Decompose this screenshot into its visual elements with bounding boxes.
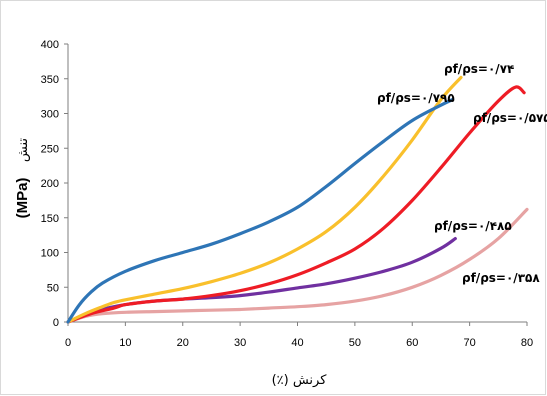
x-tick-label: 20 bbox=[177, 337, 189, 349]
y-tick-label: 100 bbox=[41, 248, 59, 260]
series-line-0 bbox=[66, 98, 454, 324]
x-tick-label: 40 bbox=[291, 337, 303, 349]
y-axis-unit: (MPa) bbox=[14, 178, 31, 219]
series-line-4 bbox=[66, 207, 529, 324]
x-tick-label: 30 bbox=[234, 337, 246, 349]
series-label-4: ρf/ρs=۰/۳۵۸ bbox=[462, 271, 540, 285]
y-tick-label: 50 bbox=[47, 282, 59, 294]
x-tick-label: 50 bbox=[349, 337, 361, 349]
y-axis-word: تنش bbox=[16, 138, 31, 162]
y-axis-title: (MPa) تنش bbox=[14, 138, 31, 219]
series-layer bbox=[66, 75, 529, 324]
x-tick-label: 80 bbox=[521, 337, 533, 349]
x-axis-title: کرنش (٪) bbox=[272, 373, 328, 388]
x-tick-label: 60 bbox=[406, 337, 418, 349]
y-tick-label: 350 bbox=[41, 74, 59, 86]
y-axis: 0 50 100 150 200 250 300 350 400 bbox=[41, 39, 69, 329]
series-line-2 bbox=[66, 85, 526, 324]
series-line-1 bbox=[66, 75, 463, 324]
y-tick-label: 0 bbox=[53, 317, 59, 329]
series-label-3: ρf/ρs=۰/۴۸۵ bbox=[434, 219, 512, 233]
y-tick-label: 200 bbox=[41, 178, 59, 190]
x-tick-label: 70 bbox=[464, 337, 476, 349]
x-tick-label: 0 bbox=[65, 337, 71, 349]
x-axis: 0 10 20 30 40 50 60 70 80 bbox=[65, 321, 533, 349]
series-labels: ρf/ρs=۰/۷۹۵ ρf/ρs=۰/۷۴ ρf/ρs=۰/۵۷۵ ρf/ρs=۰/… bbox=[377, 62, 547, 285]
y-tick-label: 250 bbox=[41, 143, 59, 155]
y-tick-label: 300 bbox=[41, 109, 59, 121]
y-tick-label: 150 bbox=[41, 213, 59, 225]
series-label-0: ρf/ρs=۰/۷۹۵ bbox=[377, 91, 455, 105]
x-tick-label: 10 bbox=[119, 337, 131, 349]
y-tick-label: 400 bbox=[41, 39, 59, 51]
series-label-2: ρf/ρs=۰/۵۷۵ bbox=[473, 111, 547, 125]
series-label-1: ρf/ρs=۰/۷۴ bbox=[444, 62, 514, 76]
